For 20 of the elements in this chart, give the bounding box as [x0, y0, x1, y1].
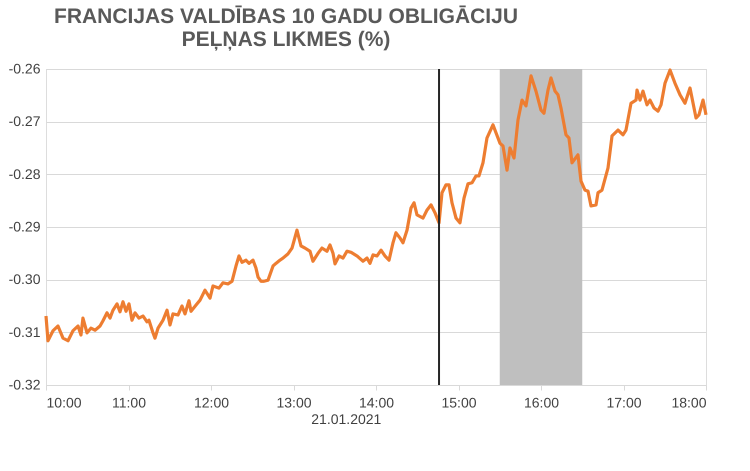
x-tick-label: 13:00 [276, 394, 312, 410]
x-tick-label: 14:00 [358, 394, 394, 410]
x-tick-label: 10:00 [46, 394, 82, 410]
y-tick-label: -0.27 [8, 113, 41, 130]
x-tick-label: 12:00 [194, 394, 230, 410]
y-tick-label: -0.29 [8, 218, 41, 234]
text: 21.01.2021 [311, 411, 382, 427]
y-tick-label: -0.32 [8, 376, 41, 392]
x-tick-label: 15:00 [441, 394, 477, 410]
x-tick-label: 16:00 [524, 394, 560, 410]
y-tick-label: -0.26 [8, 60, 41, 76]
line-series [44, 68, 708, 342]
y-tick-label: -0.28 [8, 166, 41, 182]
x-tick-label: 17:00 [606, 394, 642, 410]
x-tick-label: 11:00 [112, 394, 146, 410]
y-tick-label: -0.30 [8, 271, 41, 288]
y-tick-label: -0.31 [8, 324, 41, 340]
x-tick-label: 18:00 [671, 394, 707, 410]
text: PEĻŅAS LIKMES (%) [182, 28, 390, 51]
text: FRANCIJAS VALDĪBAS 10 GADU OBLIGĀCIJU [54, 5, 518, 28]
